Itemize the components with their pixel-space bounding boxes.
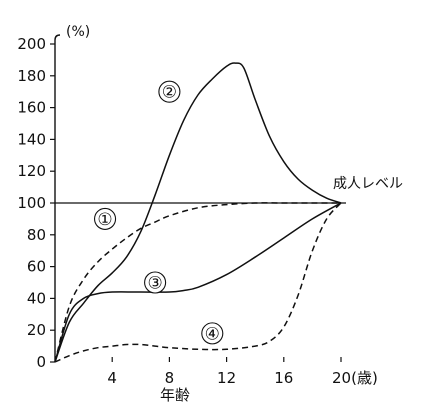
x-tick-label: 12 [217,369,236,387]
series-marker-circle [158,80,181,103]
y-tick-label: 160 [17,99,46,117]
series-4-label: ④ [205,324,220,344]
series-3-label: ③ [147,274,162,294]
y-tick-label: 200 [17,35,46,53]
series-1-line [54,202,341,363]
x-tick-label: 16 [274,369,293,387]
series-marker-circle [201,322,224,345]
series-3-line [54,202,342,363]
series-marker-circle [144,271,167,294]
x-tick-label: 8 [165,369,175,387]
y-tick-label: 120 [17,162,46,180]
y-tick-label: 100 [17,194,46,212]
x-axis-label: 年齢 [160,386,190,404]
y-tick-label: 60 [27,258,46,276]
y-tick-label: 140 [17,130,46,148]
series-2-line [54,62,342,363]
series-2-label: ② [162,83,177,103]
series-marker-circle [94,207,117,230]
series-1-label: ① [97,210,112,230]
x-tick-label: 4 [107,369,117,387]
y-axis-top-hook [54,34,61,41]
y-tick-label: 80 [27,226,46,244]
y-tick-label: 180 [17,67,46,85]
series-4-line [54,202,342,363]
x-tick-label: 20(歳) [332,369,378,387]
reference-line-label: 成人レベル [333,176,403,192]
y-unit-label: (%) [66,24,90,40]
y-tick-label: 0 [36,353,46,371]
y-tick-label: 20 [27,321,46,339]
y-tick-label: 40 [27,289,46,307]
